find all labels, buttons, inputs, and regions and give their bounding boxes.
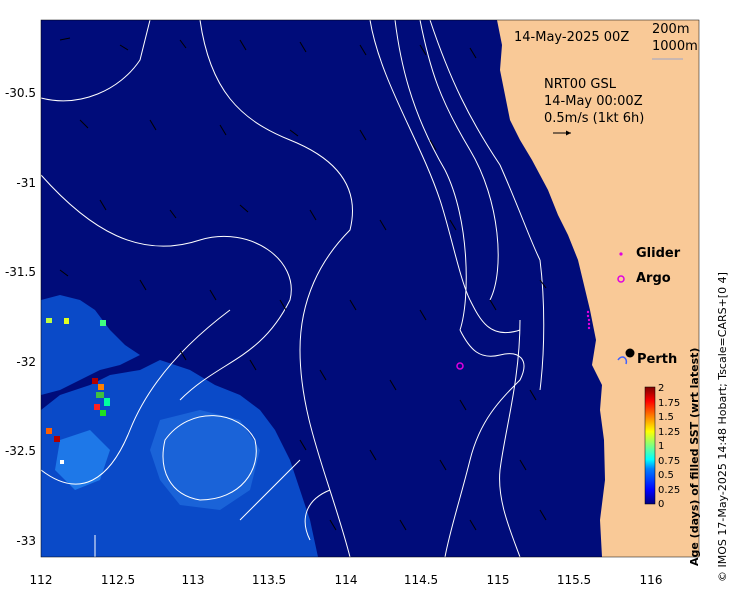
y-tick: -31.5 <box>5 265 36 279</box>
svg-text:1.25: 1.25 <box>658 427 680 438</box>
svg-text:1: 1 <box>658 441 664 452</box>
argo-legend: Argo <box>636 271 671 286</box>
x-tick: 113 <box>182 573 205 587</box>
y-tick: -30.5 <box>5 86 36 100</box>
contour-200m-label: 200m <box>652 22 690 37</box>
current-time: 14-May 00:00Z <box>544 94 643 109</box>
svg-text:0.5: 0.5 <box>658 470 674 481</box>
x-tick: 112.5 <box>101 573 135 587</box>
plot-frame <box>40 19 700 558</box>
y-tick: -31 <box>16 176 36 190</box>
x-tick: 114 <box>335 573 358 587</box>
current-vectors <box>59 37 547 531</box>
current-source: NRT00 GSL <box>544 77 616 92</box>
colorbar <box>644 386 656 505</box>
y-tick: -33 <box>16 534 36 548</box>
svg-text:2: 2 <box>658 383 664 394</box>
glider-track <box>586 310 591 330</box>
svg-text:0.25: 0.25 <box>658 485 680 496</box>
x-tick: 113.5 <box>252 573 286 587</box>
x-tick: 115 <box>487 573 510 587</box>
svg-text:1.75: 1.75 <box>658 398 680 409</box>
colorbar-ticks: 2 1.75 1.5 1.25 1 0.75 0.5 0.25 0 <box>658 383 680 510</box>
current-scale: 0.5m/s (1kt 6h) <box>544 111 645 126</box>
svg-text:1.5: 1.5 <box>658 412 674 423</box>
credit-text: © IMOS 17-May-2025 14:48 Hobart; Tscale=… <box>716 272 729 582</box>
argo-float-marker <box>456 362 464 370</box>
glider-legend-icon <box>619 252 623 256</box>
x-tick: 112 <box>30 573 53 587</box>
perth-marker <box>625 348 635 358</box>
argo-legend-icon <box>617 275 625 283</box>
contour-1000m-label: 1000m <box>652 39 698 54</box>
date-label: 14-May-2025 00Z <box>514 30 630 45</box>
y-axis: -30.5 -31 -31.5 -32 -32.5 -33 <box>5 86 36 548</box>
x-tick: 115.5 <box>557 573 591 587</box>
colorbar-title: Age (days) of filled SST (wrt latest) <box>688 347 701 566</box>
svg-text:0.75: 0.75 <box>658 456 680 467</box>
x-tick: 116 <box>640 573 663 587</box>
perth-label: Perth <box>637 352 678 367</box>
coast-detail <box>617 356 628 365</box>
bathymetry-contours <box>40 19 545 558</box>
svg-text:0: 0 <box>658 499 664 510</box>
y-tick: -32.5 <box>5 444 36 458</box>
x-axis: 112 112.5 113 113.5 114 114.5 115 115.5 … <box>30 573 663 587</box>
x-tick: 114.5 <box>404 573 438 587</box>
y-tick: -32 <box>16 355 36 369</box>
sst-hotspots <box>46 318 110 464</box>
glider-legend: Glider <box>636 246 681 261</box>
